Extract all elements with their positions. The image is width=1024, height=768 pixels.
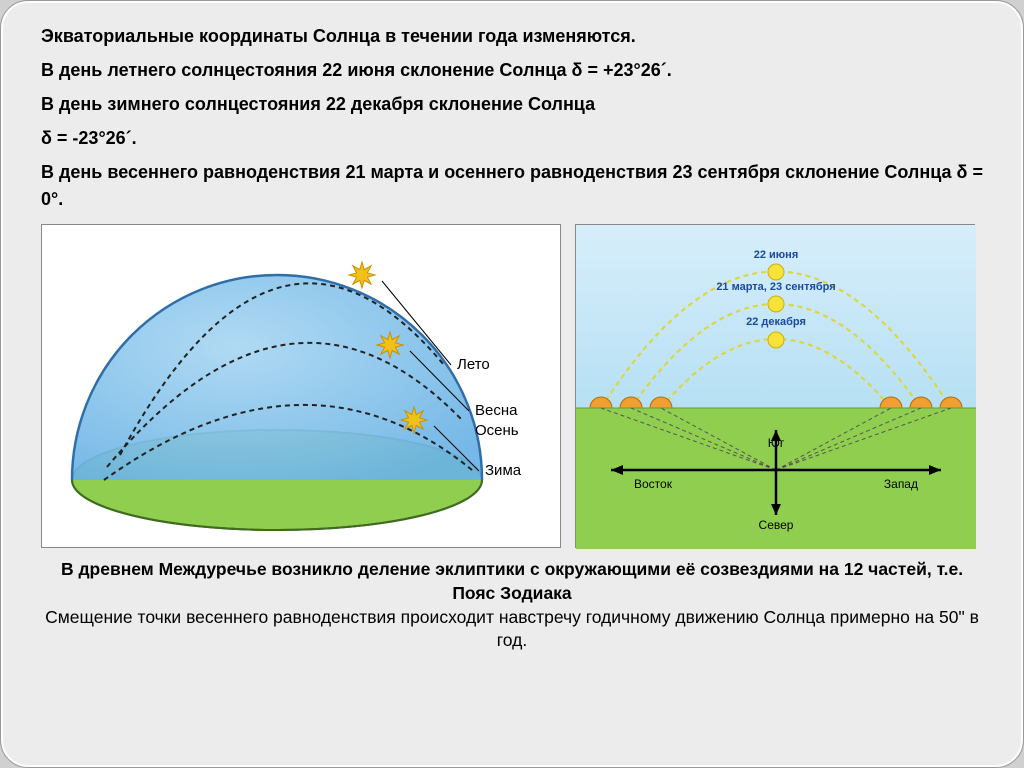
svg-text:Осень: Осень <box>475 422 519 439</box>
svg-text:22 декабря: 22 декабря <box>746 316 806 328</box>
paragraph-2: В день летнего солнцестояния 22 июня скл… <box>41 57 983 85</box>
svg-text:Весна: Весна <box>475 402 518 419</box>
svg-text:21 марта, 23 сентября: 21 марта, 23 сентября <box>716 281 835 293</box>
horizon-diagram: 22 июня 21 марта, 23 сентября 22 декабря Юг… <box>575 224 975 548</box>
svg-text:22 июня: 22 июня <box>754 249 799 261</box>
diagram-row: Лето Весна Осень Зима 22 июня 21 марта, 23 с… <box>41 224 983 548</box>
paragraph-1: Экваториальные координаты Солнца в течен… <box>41 23 983 51</box>
dome-diagram: Лето Весна Осень Зима <box>41 224 561 548</box>
svg-text:Север: Север <box>759 518 794 532</box>
top-text-block: Экваториальные координаты Солнца в течен… <box>41 23 983 220</box>
slide-frame: Экваториальные координаты Солнца в течен… <box>0 0 1024 768</box>
paragraph-3: В день зимнего солнцестояния 22 декабря … <box>41 91 983 119</box>
paragraph-4: δ = -23°26´. <box>41 125 983 153</box>
paragraph-5: В день весеннего равноденствия 21 марта … <box>41 159 983 215</box>
svg-text:Восток: Восток <box>634 477 673 491</box>
bottom-paragraph-1: В древнем Междуречье возникло деление эк… <box>41 558 983 605</box>
svg-text:Запад: Запад <box>884 477 918 491</box>
bottom-paragraph-2: Смещение точки весеннего равноденствия п… <box>41 606 983 653</box>
svg-text:Юг: Юг <box>768 436 785 450</box>
bottom-text-block: В древнем Междуречье возникло деление эк… <box>41 558 983 653</box>
svg-text:Зима: Зима <box>485 462 522 479</box>
svg-text:Лето: Лето <box>457 356 490 373</box>
